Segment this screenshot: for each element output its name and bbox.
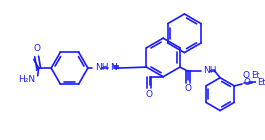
Text: Et: Et: [251, 71, 260, 80]
Text: H₂N: H₂N: [18, 75, 35, 84]
Text: O: O: [184, 84, 191, 94]
Text: O: O: [145, 90, 152, 99]
Text: Et: Et: [258, 78, 265, 87]
Text: O: O: [244, 78, 251, 87]
Text: NH: NH: [96, 63, 109, 72]
Text: N: N: [110, 63, 117, 72]
Text: NH: NH: [203, 66, 217, 74]
Text: O: O: [242, 71, 249, 80]
Text: O: O: [33, 44, 40, 53]
